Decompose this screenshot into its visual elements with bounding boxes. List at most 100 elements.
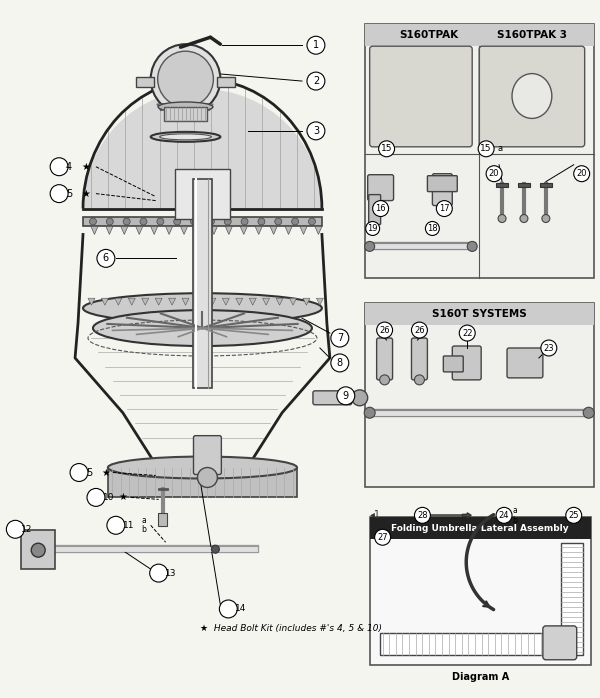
FancyBboxPatch shape [427,176,457,192]
Circle shape [140,218,147,225]
Text: 12: 12 [20,525,32,534]
FancyBboxPatch shape [164,107,208,121]
FancyBboxPatch shape [136,77,154,87]
Text: 26: 26 [414,325,425,334]
Text: 13: 13 [165,569,176,578]
FancyBboxPatch shape [193,436,221,475]
Circle shape [337,387,355,405]
Polygon shape [236,298,243,305]
Circle shape [220,600,237,618]
Polygon shape [115,298,122,305]
Text: 2: 2 [313,76,319,86]
Polygon shape [270,226,277,235]
Polygon shape [300,226,307,235]
Polygon shape [182,104,190,111]
Circle shape [364,407,375,418]
Text: 10: 10 [103,493,115,502]
FancyBboxPatch shape [365,303,593,487]
FancyBboxPatch shape [368,195,380,225]
Ellipse shape [512,73,552,119]
Circle shape [208,218,214,225]
Text: ★: ★ [82,162,91,172]
Text: 28: 28 [417,511,428,520]
Polygon shape [316,298,323,305]
Text: 3: 3 [313,126,319,136]
Polygon shape [315,226,322,235]
Circle shape [307,72,325,90]
Text: 4: 4 [66,162,72,172]
FancyBboxPatch shape [479,46,584,147]
FancyBboxPatch shape [193,179,212,388]
Text: b: b [512,516,517,525]
Circle shape [467,242,477,251]
Circle shape [520,214,528,223]
FancyBboxPatch shape [175,169,230,218]
Text: Folding Umbrella Lateral Assembly: Folding Umbrella Lateral Assembly [391,524,569,533]
Polygon shape [276,298,283,305]
FancyBboxPatch shape [83,216,322,226]
Circle shape [50,158,68,176]
Text: 6: 6 [103,253,109,263]
FancyBboxPatch shape [217,77,235,87]
Polygon shape [151,226,158,235]
Circle shape [224,218,231,225]
Text: 1: 1 [313,40,319,50]
Text: a: a [512,506,517,515]
FancyBboxPatch shape [370,46,472,147]
Polygon shape [136,226,143,235]
Text: 22: 22 [462,329,472,338]
Text: b: b [141,525,146,534]
Polygon shape [290,298,296,305]
Circle shape [106,218,113,225]
Circle shape [107,517,125,534]
Circle shape [425,221,439,235]
Polygon shape [205,104,213,111]
Ellipse shape [158,458,247,477]
Polygon shape [209,298,216,305]
Polygon shape [303,298,310,305]
Text: 14: 14 [235,604,246,614]
Text: ★  Head Bolt Kit (includes #'s 4, 5 & 10): ★ Head Bolt Kit (includes #'s 4, 5 & 10) [200,625,382,633]
FancyArrow shape [462,513,471,518]
Circle shape [174,218,181,225]
Circle shape [566,507,581,524]
Circle shape [541,340,557,356]
Circle shape [498,214,506,223]
Text: 9: 9 [343,391,349,401]
Circle shape [583,407,594,418]
Polygon shape [263,298,269,305]
FancyBboxPatch shape [365,24,593,46]
FancyBboxPatch shape [370,517,590,540]
Ellipse shape [158,102,213,112]
Polygon shape [106,226,113,235]
Text: 20: 20 [577,169,587,178]
Text: 16: 16 [376,204,386,213]
Wedge shape [83,89,322,209]
Text: Diagram A: Diagram A [452,671,509,682]
Circle shape [365,242,374,251]
FancyBboxPatch shape [543,626,577,660]
Polygon shape [166,226,173,235]
Circle shape [331,354,349,372]
Polygon shape [88,298,95,305]
Text: 15: 15 [381,144,392,154]
Polygon shape [174,104,182,111]
Text: 24: 24 [499,511,509,520]
FancyBboxPatch shape [507,348,543,378]
Circle shape [292,218,299,225]
Text: ◂1: ◂1 [370,510,380,520]
Text: 19: 19 [367,224,378,233]
Polygon shape [255,226,262,235]
Circle shape [151,44,220,114]
Circle shape [241,218,248,225]
Circle shape [191,218,197,225]
Circle shape [415,507,430,524]
FancyBboxPatch shape [561,543,583,655]
Polygon shape [161,104,169,111]
Circle shape [89,218,97,225]
Circle shape [157,218,164,225]
Polygon shape [226,226,232,235]
Ellipse shape [83,293,322,323]
Circle shape [436,200,452,216]
Circle shape [352,390,368,406]
